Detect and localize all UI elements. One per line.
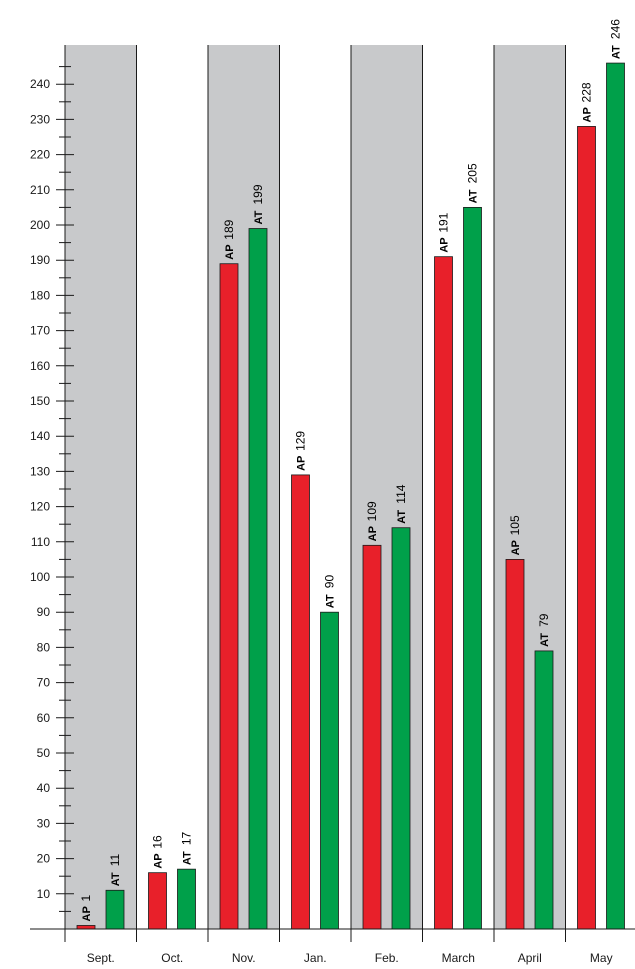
x-tick-label: Oct.	[161, 951, 183, 965]
y-tick-label: 160	[30, 359, 50, 373]
y-tick-label: 200	[30, 218, 50, 232]
series-tag: AT	[253, 210, 265, 224]
y-tick-label: 60	[37, 711, 51, 725]
y-tick-label: 110	[31, 535, 50, 549]
series-tag: AP	[153, 853, 165, 868]
bar-ap	[76, 925, 96, 930]
data-label: 189	[222, 219, 236, 239]
y-tick-label: 100	[30, 570, 50, 584]
shade-band	[351, 45, 423, 929]
data-label: 114	[394, 484, 408, 503]
shade-band	[65, 45, 137, 929]
data-label: 129	[294, 431, 308, 451]
y-tick-label: 130	[30, 464, 50, 478]
bar-ap	[291, 474, 310, 930]
x-tick-label: Sept.	[87, 951, 115, 965]
data-label: 246	[609, 19, 623, 39]
series-tag: AP	[81, 906, 93, 921]
y-tick-label: 70	[37, 676, 51, 690]
series-tag: AP	[224, 244, 236, 259]
y-tick-label: 190	[30, 253, 50, 267]
bars: AP 1 AT 11 AP 16 AT 17 AP 189 AT 199 AP 129 AT 90 AP 109 A…	[76, 19, 625, 930]
y-tick-label: 30	[37, 816, 51, 830]
y-tick-label: 90	[37, 605, 51, 619]
x-tick-label: Nov.	[232, 951, 256, 965]
bar-ap	[577, 126, 596, 930]
bar-at	[177, 868, 196, 930]
series-tag: AT	[611, 45, 623, 59]
y-tick-label: 180	[30, 288, 50, 302]
y-tick-label: 240	[30, 77, 50, 91]
data-label: 17	[180, 831, 194, 845]
series-tag: AP	[582, 107, 594, 122]
series-tag: AP	[367, 526, 379, 541]
y-tick-label: 40	[37, 781, 51, 795]
x-tick-label: Jan.	[304, 951, 327, 965]
shade-band	[494, 45, 566, 929]
series-tag: AT	[325, 594, 337, 608]
bar-ap	[219, 263, 239, 930]
series-tag: AT	[182, 851, 194, 865]
y-tick-label: 170	[30, 324, 50, 338]
bar-at	[105, 889, 125, 930]
series-tag: AP	[439, 237, 451, 252]
data-label: 105	[508, 515, 522, 535]
y-tick-label: 150	[30, 394, 50, 408]
data-label: 205	[466, 163, 480, 183]
data-label: 1	[79, 894, 93, 901]
bar-ap	[505, 559, 525, 930]
data-label: 199	[251, 184, 265, 204]
bar-ap	[434, 256, 453, 930]
data-label: 79	[537, 613, 551, 627]
bar-ap	[362, 544, 382, 930]
data-label: 109	[365, 501, 379, 521]
series-tag: AT	[110, 872, 122, 886]
x-tick-label: April	[518, 951, 542, 965]
x-axis: Sept. Oct. Nov. Jan. Feb. March April May	[30, 928, 635, 965]
shade-band	[208, 45, 280, 929]
y-tick-label: 120	[30, 500, 50, 514]
series-tag: AP	[510, 540, 522, 555]
bar-at	[463, 206, 482, 930]
bar-at	[391, 527, 411, 930]
y-tick-label: 80	[37, 640, 51, 654]
y-tick-label: 230	[30, 112, 50, 126]
series-tag: AT	[468, 189, 480, 203]
y-tick-label: 220	[30, 148, 50, 162]
y-tick-label: 140	[30, 429, 50, 443]
y-tick-label: 10	[37, 887, 51, 901]
y-tick-label: 20	[37, 852, 51, 866]
x-tick-label: Feb.	[375, 951, 399, 965]
bar-at	[534, 650, 554, 930]
x-tick-label: March	[442, 951, 475, 965]
y-tick-label: 210	[30, 183, 50, 197]
data-label: 16	[151, 835, 165, 849]
bar-at	[320, 611, 339, 930]
x-tick-label: May	[590, 951, 613, 965]
series-tag: AT	[396, 510, 408, 524]
y-axis: 10 20 30 40 50 60 70 80 90 100 110 120 130 140 150 160 1…	[30, 66, 74, 912]
series-tag: AT	[539, 633, 551, 647]
data-label: 11	[108, 853, 122, 866]
bar-at	[606, 62, 625, 930]
bar-ap	[148, 872, 167, 930]
series-tag: AP	[296, 456, 308, 471]
data-label: 191	[437, 212, 451, 232]
data-label: 228	[580, 82, 594, 102]
y-tick-label: 50	[37, 746, 51, 760]
data-label: 90	[323, 575, 337, 589]
bar-at	[248, 228, 268, 930]
